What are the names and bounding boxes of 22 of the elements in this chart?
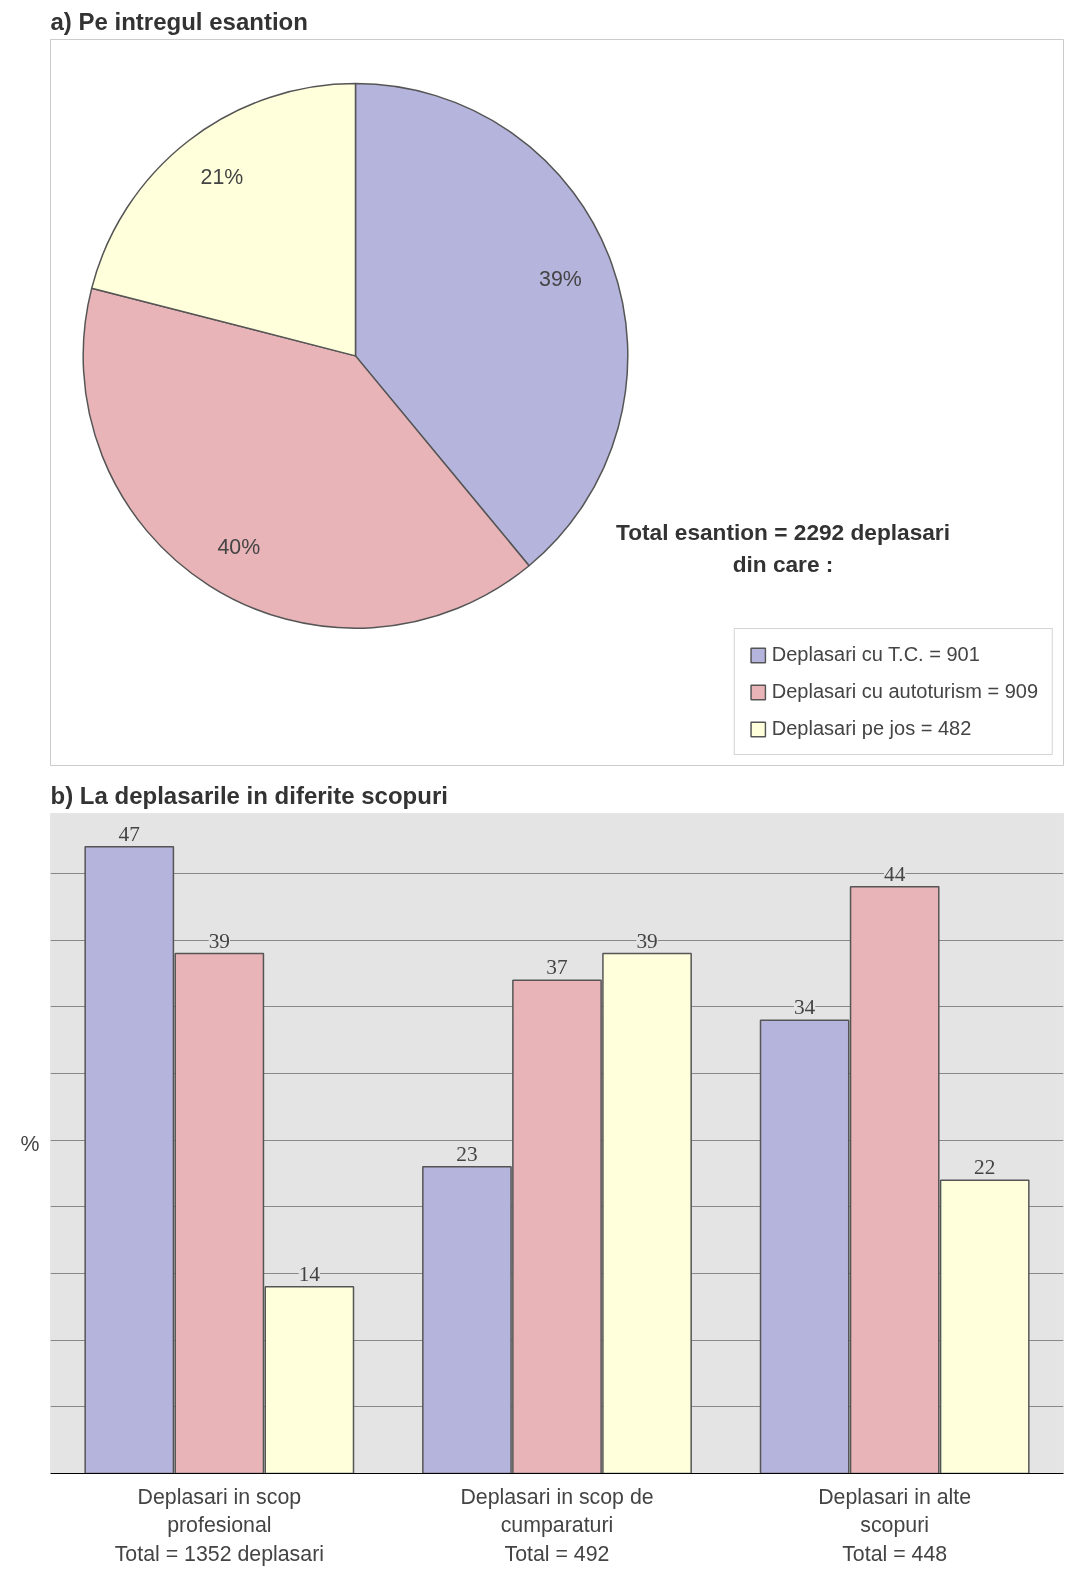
- data-label: 39: [636, 928, 658, 953]
- data-label: 14: [298, 1261, 321, 1286]
- x-tick-label: Deplasari in scop de cumparaturi Total = 492: [460, 1484, 654, 1567]
- data-label: 23: [456, 1141, 478, 1166]
- data-label: 39: [208, 928, 230, 953]
- legend-label: Deplasari pe jos = 482: [771, 717, 972, 740]
- chart-title: b) La deplasarile in diferite scopuri: [50, 781, 448, 809]
- chart-title: a) Pe intregul esantion: [50, 7, 308, 35]
- x-tick-label: Deplasari in scop profesional Total = 1352 deplasari: [114, 1484, 324, 1567]
- x-tick-label: Deplasari in alte scopuri Total = 448: [818, 1484, 972, 1567]
- legend-label: Deplasari cu autoturism = 909: [771, 680, 1038, 703]
- data-label: 39%: [539, 267, 582, 292]
- data-label: 47: [118, 821, 141, 846]
- data-label: 37: [546, 955, 568, 980]
- y-axis-title: %: [20, 1131, 40, 1156]
- data-label: 44: [884, 861, 906, 886]
- data-label: 34: [793, 995, 816, 1020]
- legend-label: Deplasari cu T.C. = 901: [771, 643, 980, 666]
- data-label: 22: [974, 1155, 996, 1180]
- data-label: 40%: [217, 534, 261, 559]
- text: Total esantion = 2292 deplasari din care :: [616, 519, 950, 577]
- data-label: 21%: [200, 165, 244, 190]
